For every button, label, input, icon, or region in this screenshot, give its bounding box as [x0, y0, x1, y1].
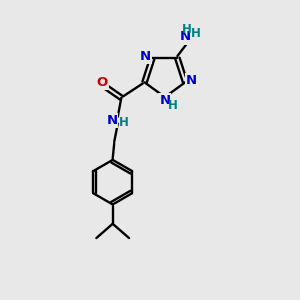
Text: N: N [159, 94, 170, 107]
Text: H: H [119, 116, 129, 129]
Text: N: N [106, 114, 117, 127]
Text: H: H [182, 23, 191, 36]
Text: N: N [140, 50, 151, 63]
Text: H: H [191, 27, 201, 40]
Text: O: O [96, 76, 108, 89]
Text: N: N [180, 31, 191, 44]
Text: H: H [168, 99, 178, 112]
Text: N: N [186, 74, 197, 87]
